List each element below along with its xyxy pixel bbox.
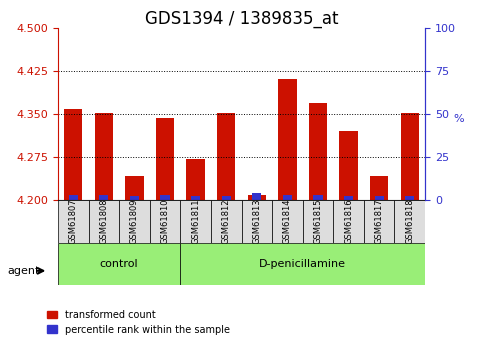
FancyBboxPatch shape xyxy=(119,200,150,243)
Bar xyxy=(69,196,78,200)
FancyBboxPatch shape xyxy=(395,200,425,243)
Bar xyxy=(186,159,205,200)
Bar xyxy=(313,196,323,200)
Text: GSM61807: GSM61807 xyxy=(69,199,78,245)
FancyBboxPatch shape xyxy=(58,243,180,285)
FancyBboxPatch shape xyxy=(180,243,425,285)
Bar xyxy=(217,113,235,200)
FancyBboxPatch shape xyxy=(242,200,272,243)
FancyBboxPatch shape xyxy=(333,200,364,243)
Bar xyxy=(400,113,419,200)
FancyBboxPatch shape xyxy=(150,200,180,243)
Bar xyxy=(125,176,143,200)
Bar xyxy=(283,196,292,200)
FancyBboxPatch shape xyxy=(303,200,333,243)
Text: GSM61815: GSM61815 xyxy=(313,199,323,244)
Text: D-penicillamine: D-penicillamine xyxy=(259,259,346,269)
Text: GSM61810: GSM61810 xyxy=(160,199,170,244)
Bar xyxy=(156,118,174,200)
Text: GSM61813: GSM61813 xyxy=(252,199,261,245)
FancyBboxPatch shape xyxy=(364,200,395,243)
Text: agent: agent xyxy=(7,266,40,276)
Bar xyxy=(375,196,384,200)
Text: GSM61817: GSM61817 xyxy=(375,199,384,245)
Text: GSM61814: GSM61814 xyxy=(283,199,292,244)
FancyBboxPatch shape xyxy=(211,200,242,243)
Bar xyxy=(370,176,388,200)
Text: GSM61811: GSM61811 xyxy=(191,199,200,244)
Legend: transformed count, percentile rank within the sample: transformed count, percentile rank withi… xyxy=(43,306,234,338)
Bar xyxy=(309,104,327,200)
Bar xyxy=(160,196,170,200)
Bar xyxy=(248,196,266,200)
Text: GSM61818: GSM61818 xyxy=(405,199,414,245)
Bar xyxy=(278,79,297,200)
Text: GSM61812: GSM61812 xyxy=(222,199,231,244)
Bar xyxy=(99,196,109,200)
FancyBboxPatch shape xyxy=(272,200,303,243)
Bar xyxy=(64,109,83,200)
Text: GDS1394 / 1389835_at: GDS1394 / 1389835_at xyxy=(145,10,338,28)
Bar xyxy=(191,196,200,200)
Text: GSM61816: GSM61816 xyxy=(344,199,353,245)
Bar xyxy=(405,196,414,200)
Y-axis label: %: % xyxy=(453,114,464,124)
FancyBboxPatch shape xyxy=(88,200,119,243)
FancyBboxPatch shape xyxy=(58,200,88,243)
Bar xyxy=(252,193,261,200)
Text: control: control xyxy=(100,259,139,269)
Text: GSM61808: GSM61808 xyxy=(99,199,108,245)
Text: GSM61809: GSM61809 xyxy=(130,199,139,244)
Bar xyxy=(222,196,231,200)
Bar xyxy=(95,113,113,200)
Bar xyxy=(340,131,358,200)
FancyBboxPatch shape xyxy=(180,200,211,243)
Bar xyxy=(130,196,139,200)
Bar xyxy=(344,196,353,200)
